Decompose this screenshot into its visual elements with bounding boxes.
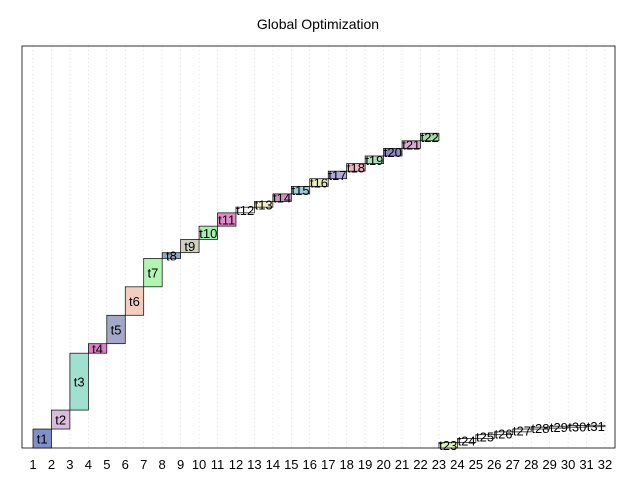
task-label-t15: t15 <box>292 183 310 198</box>
x-tick-label: 20 <box>376 457 390 472</box>
task-label-t20: t20 <box>384 145 402 160</box>
plot-frame <box>22 46 615 448</box>
x-tick-label: 3 <box>66 457 73 472</box>
x-tick-label: 27 <box>506 457 520 472</box>
task-label-t21: t21 <box>402 138 420 153</box>
x-tick-label: 29 <box>542 457 556 472</box>
x-tick-label: 2 <box>48 457 55 472</box>
task-label-t9: t9 <box>184 239 195 254</box>
task-label-t1: t1 <box>37 432 48 447</box>
x-tick-label: 14 <box>266 457 280 472</box>
task-label-t31: t31 <box>587 419 605 434</box>
x-tick-label: 4 <box>85 457 92 472</box>
x-tick-label: 19 <box>358 457 372 472</box>
task-label-t12: t12 <box>236 203 254 218</box>
task-label-t7: t7 <box>148 266 159 281</box>
x-tick-label: 13 <box>247 457 261 472</box>
task-label-t11: t11 <box>218 213 235 228</box>
x-tick-label: 22 <box>413 457 427 472</box>
task-label-t5: t5 <box>111 322 122 337</box>
task-label-t22: t22 <box>421 130 439 145</box>
task-label-t3: t3 <box>74 375 85 390</box>
task-label-t6: t6 <box>129 294 140 309</box>
task-label-t4: t4 <box>92 341 103 356</box>
task-label-t28: t28 <box>531 421 549 436</box>
x-tick-label: 1 <box>29 457 36 472</box>
x-tick-label: 30 <box>561 457 575 472</box>
task-label-t24: t24 <box>458 433 476 448</box>
task-label-t2: t2 <box>55 413 66 428</box>
task-label-t27: t27 <box>513 423 531 438</box>
task-label-t26: t26 <box>494 426 512 441</box>
x-tick-label: 8 <box>159 457 166 472</box>
x-tick-label: 7 <box>140 457 147 472</box>
grid-lines <box>33 46 605 448</box>
task-label-t30: t30 <box>568 419 586 434</box>
task-label-t10: t10 <box>199 226 217 241</box>
task-label-t25: t25 <box>476 430 494 445</box>
x-tick-label: 5 <box>103 457 110 472</box>
x-tick-label: 28 <box>524 457 538 472</box>
task-label-t19: t19 <box>365 153 383 168</box>
x-tick-label: 11 <box>211 457 225 472</box>
task-label-t17: t17 <box>328 168 346 183</box>
x-tick-label: 17 <box>321 457 335 472</box>
x-tick-label: 25 <box>469 457 483 472</box>
x-tick-label: 16 <box>303 457 317 472</box>
task-label-t8: t8 <box>166 249 177 264</box>
x-tick-label: 15 <box>284 457 298 472</box>
x-tick-label: 32 <box>598 457 612 472</box>
x-tick-label: 18 <box>339 457 353 472</box>
task-label-t14: t14 <box>273 191 291 206</box>
x-tick-label: 12 <box>229 457 243 472</box>
task-label-t13: t13 <box>255 197 273 212</box>
x-tick-label: 10 <box>192 457 206 472</box>
x-tick-label: 24 <box>450 457 464 472</box>
x-tick-label: 31 <box>579 457 593 472</box>
task-label-t29: t29 <box>550 420 568 435</box>
x-tick-label: 23 <box>432 457 446 472</box>
x-tick-label: 9 <box>177 457 184 472</box>
x-axis-ticks: 1 2 3 4 5 6 7 8 9 10 11 12 13 14 15 16 17 18 19 20 21 22 23 24 2… <box>29 457 612 472</box>
task-label-t23: t23 <box>439 438 457 453</box>
chart-title: Global Optimization <box>257 16 379 32</box>
task-label-t18: t18 <box>347 160 365 175</box>
x-tick-label: 26 <box>487 457 501 472</box>
x-tick-label: 6 <box>122 457 129 472</box>
x-tick-label: 21 <box>395 457 409 472</box>
task-label-t16: t16 <box>310 176 328 191</box>
